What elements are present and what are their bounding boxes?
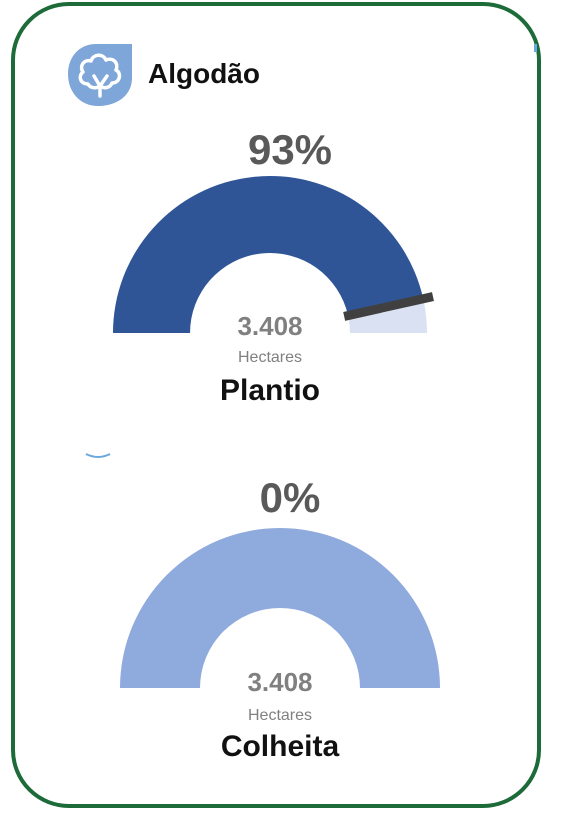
decorative-arc bbox=[85, 453, 111, 458]
gauge-colheita bbox=[120, 528, 440, 688]
gauge-plantio-fill bbox=[113, 175, 424, 333]
colheita-unit: Hectares bbox=[247, 707, 313, 724]
edge-mark bbox=[534, 44, 537, 52]
gauge-colheita-track bbox=[120, 528, 440, 688]
plantio-label: Plantio bbox=[219, 374, 320, 407]
cotton-icon bbox=[68, 44, 132, 106]
colheita-percent: 0% bbox=[259, 474, 321, 521]
colheita-value: 3.408 bbox=[247, 667, 313, 697]
plantio-unit: Hectares bbox=[237, 349, 303, 366]
gauge-plantio-needle bbox=[343, 292, 434, 321]
plantio-percent: 93% bbox=[247, 126, 333, 173]
crop-card bbox=[11, 2, 541, 808]
colheita-label: Colheita bbox=[220, 730, 340, 763]
gauge-plantio bbox=[113, 175, 434, 333]
plantio-value: 3.408 bbox=[237, 311, 303, 341]
crop-title: Algodão bbox=[148, 58, 260, 89]
